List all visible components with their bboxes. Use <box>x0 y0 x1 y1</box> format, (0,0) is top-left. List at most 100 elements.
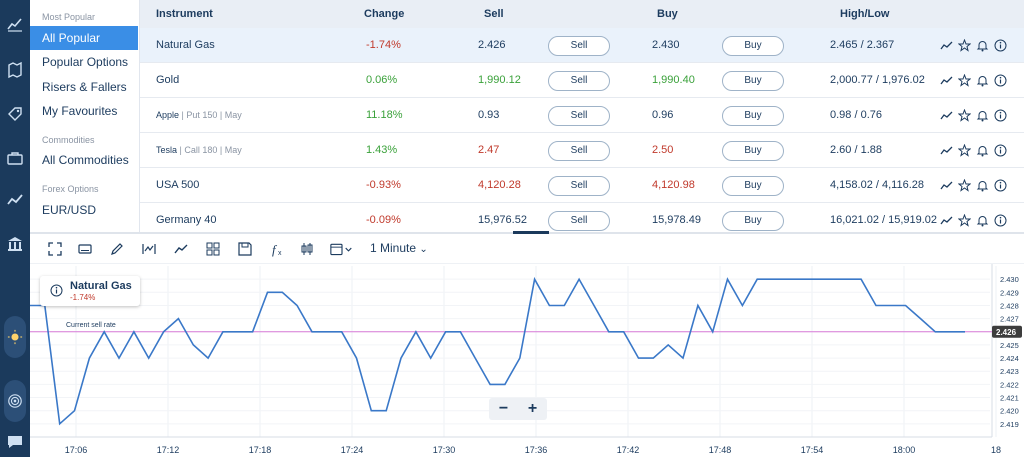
fullscreen-icon[interactable] <box>46 240 64 258</box>
current-price-tag-label: 2.426 <box>996 328 1017 337</box>
cat-all-commodities[interactable]: All Commodities <box>42 153 129 167</box>
chart-trend-icon[interactable] <box>940 179 953 192</box>
header-buy[interactable]: Buy <box>657 8 678 20</box>
bell-icon[interactable] <box>976 74 989 87</box>
chart-trend-icon[interactable] <box>940 109 953 122</box>
table-row[interactable]: Gold 0.06% 1,990.12 Sell 1,990.40 Buy 2,000.77… <box>140 63 1024 98</box>
info-icon[interactable] <box>994 109 1007 122</box>
chart-instrument-change: -1.74% <box>70 293 96 302</box>
instrument-label: Natural Gas <box>156 39 215 51</box>
info-icon[interactable] <box>994 74 1007 87</box>
star-icon[interactable] <box>958 179 971 192</box>
cat-my-favourites[interactable]: My Favourites <box>42 104 118 118</box>
buy-button[interactable]: Buy <box>722 141 784 161</box>
candle-icon[interactable] <box>298 240 316 258</box>
header-change[interactable]: Change <box>364 8 405 20</box>
high-low-value: 2.60 / 1.88 <box>830 144 882 156</box>
y-tick-label: 2.421 <box>1000 394 1019 403</box>
table-header: Instrument Change Sell Buy High/Low <box>140 0 1024 28</box>
bell-icon[interactable] <box>976 144 989 157</box>
sell-button[interactable]: Sell <box>548 71 610 91</box>
tag-icon[interactable] <box>3 102 27 126</box>
section-heading: Commodities <box>42 135 95 145</box>
info-icon[interactable] <box>994 144 1007 157</box>
save-icon[interactable] <box>236 240 254 258</box>
star-icon[interactable] <box>958 109 971 122</box>
y-tick-label: 2.427 <box>1000 315 1019 324</box>
bell-icon[interactable] <box>976 214 989 227</box>
info-icon[interactable] <box>50 284 63 297</box>
sell-price: 15,976.52 <box>478 214 527 226</box>
x-tick-label: 17:42 <box>617 445 640 455</box>
header-instrument[interactable]: Instrument <box>156 8 213 20</box>
buy-button[interactable]: Buy <box>722 106 784 126</box>
cat-risers-fallers[interactable]: Risers & Fallers <box>42 80 127 94</box>
table-row[interactable]: USA 500 -0.93% 4,120.28 Sell 4,120.98 Buy 4,15… <box>140 168 1024 203</box>
trend-line-icon[interactable] <box>172 240 190 258</box>
sell-button[interactable]: Sell <box>548 211 610 231</box>
briefcase-icon[interactable] <box>3 146 27 170</box>
bell-icon[interactable] <box>976 109 989 122</box>
theme-toggle[interactable] <box>4 316 26 358</box>
star-icon[interactable] <box>958 74 971 87</box>
interval-select[interactable]: 1 Minute ⌄ <box>370 241 428 255</box>
svg-text:x: x <box>278 250 282 257</box>
bell-icon[interactable] <box>976 179 989 192</box>
buy-button[interactable]: Buy <box>722 176 784 196</box>
cat-popular-options[interactable]: Popular Options <box>42 55 129 69</box>
chart-icon[interactable] <box>3 12 27 36</box>
star-icon[interactable] <box>958 39 971 52</box>
chart-trend-icon[interactable] <box>940 39 953 52</box>
sell-button[interactable]: Sell <box>548 176 610 196</box>
buy-price: 4,120.98 <box>652 179 695 191</box>
sell-button[interactable]: Sell <box>548 36 610 56</box>
star-icon[interactable] <box>958 214 971 227</box>
table-row[interactable]: Tesla | Call 180 | May 1.43% 2.47 Sell 2.50 B… <box>140 133 1024 168</box>
chevron-down-icon: ⌄ <box>419 244 428 255</box>
info-icon[interactable] <box>994 179 1007 192</box>
chart-instrument-name: Natural Gas <box>70 280 132 292</box>
x-tick-label: 17:36 <box>525 445 548 455</box>
chart-trend-icon[interactable] <box>940 74 953 87</box>
chat-icon[interactable] <box>3 430 27 454</box>
zoom-out-button[interactable]: − <box>498 400 509 417</box>
keyboard-icon[interactable] <box>76 240 94 258</box>
price-chart[interactable]: 17:06 17:12 17:18 17:24 17:30 17:36 17:42 17:48… <box>30 264 1024 457</box>
sell-button[interactable]: Sell <box>548 106 610 126</box>
calendar-icon[interactable] <box>328 240 356 258</box>
star-icon[interactable] <box>958 144 971 157</box>
buy-price: 2.430 <box>652 39 680 51</box>
sell-price: 2.426 <box>478 39 506 51</box>
zoom-in-button[interactable]: + <box>527 400 538 417</box>
trend-icon[interactable] <box>3 188 27 212</box>
sell-button[interactable]: Sell <box>548 141 610 161</box>
x-tick-label: 17:48 <box>709 445 732 455</box>
grid-icon[interactable] <box>204 240 222 258</box>
table-row[interactable]: Natural Gas -1.74% 2.426 Sell 2.430 Buy 2.465 … <box>140 28 1024 63</box>
chart-trend-icon[interactable] <box>940 214 953 227</box>
instrument-name: Natural Gas <box>156 28 215 63</box>
cat-all-popular[interactable]: All Popular <box>30 26 138 50</box>
info-icon[interactable] <box>994 39 1007 52</box>
change-value: 0.06% <box>366 74 398 86</box>
table-row[interactable]: Apple | Put 150 | May 11.18% 0.93 Sell 0.96 B… <box>140 98 1024 133</box>
bank-icon[interactable] <box>3 232 27 256</box>
buy-button[interactable]: Buy <box>722 211 784 231</box>
bell-icon[interactable] <box>976 39 989 52</box>
pencil-icon[interactable] <box>108 240 126 258</box>
indicator-icon[interactable] <box>140 240 158 258</box>
buy-button[interactable]: Buy <box>722 71 784 91</box>
map-icon[interactable] <box>3 58 27 82</box>
buy-button[interactable]: Buy <box>722 36 784 56</box>
info-icon[interactable] <box>994 214 1007 227</box>
chart-trend-icon[interactable] <box>940 144 953 157</box>
price-series-line <box>30 276 965 426</box>
cat-eur-usd[interactable]: EUR/USD <box>42 203 97 217</box>
header-sell[interactable]: Sell <box>484 8 504 20</box>
target-toggle[interactable] <box>4 380 26 422</box>
resize-handle[interactable] <box>513 231 549 234</box>
y-tick-label: 2.429 <box>1000 288 1019 297</box>
header-high-low[interactable]: High/Low <box>840 8 890 20</box>
